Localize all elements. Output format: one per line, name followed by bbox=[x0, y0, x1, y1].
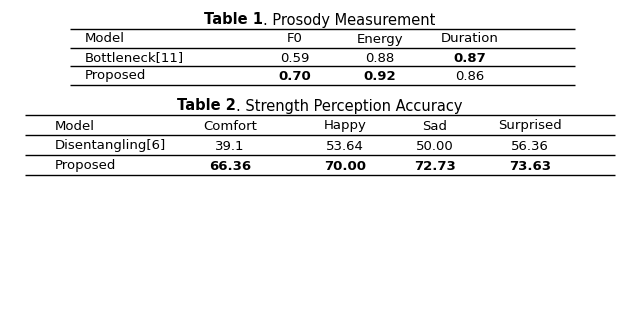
Text: 0.87: 0.87 bbox=[454, 52, 486, 65]
Text: 72.73: 72.73 bbox=[414, 159, 456, 172]
Text: 0.70: 0.70 bbox=[278, 70, 312, 83]
Text: Bottleneck[11]: Bottleneck[11] bbox=[85, 52, 184, 65]
Text: Energy: Energy bbox=[356, 32, 403, 45]
Text: Happy: Happy bbox=[324, 120, 367, 133]
Text: . Strength Perception Accuracy: . Strength Perception Accuracy bbox=[236, 99, 463, 113]
Text: 0.92: 0.92 bbox=[364, 70, 396, 83]
Text: Disentangling[6]: Disentangling[6] bbox=[55, 139, 166, 153]
Text: . Prosody Measurement: . Prosody Measurement bbox=[263, 12, 436, 28]
Text: 66.36: 66.36 bbox=[209, 159, 251, 172]
Text: 70.00: 70.00 bbox=[324, 159, 366, 172]
Text: 53.64: 53.64 bbox=[326, 139, 364, 153]
Text: 0.59: 0.59 bbox=[280, 52, 310, 65]
Text: Proposed: Proposed bbox=[85, 70, 147, 83]
Text: Model: Model bbox=[85, 32, 125, 45]
Text: Surprised: Surprised bbox=[498, 120, 562, 133]
Text: 0.88: 0.88 bbox=[365, 52, 395, 65]
Text: Sad: Sad bbox=[422, 120, 447, 133]
Text: Duration: Duration bbox=[441, 32, 499, 45]
Text: 73.63: 73.63 bbox=[509, 159, 551, 172]
Text: 39.1: 39.1 bbox=[215, 139, 244, 153]
Text: Model: Model bbox=[55, 120, 95, 133]
Text: Table 1: Table 1 bbox=[204, 12, 263, 28]
Text: 56.36: 56.36 bbox=[511, 139, 549, 153]
Text: 50.00: 50.00 bbox=[416, 139, 454, 153]
Text: Table 2: Table 2 bbox=[177, 99, 236, 113]
Text: F0: F0 bbox=[287, 32, 303, 45]
Text: Proposed: Proposed bbox=[55, 159, 116, 172]
Text: Comfort: Comfort bbox=[203, 120, 257, 133]
Text: 0.86: 0.86 bbox=[456, 70, 484, 83]
